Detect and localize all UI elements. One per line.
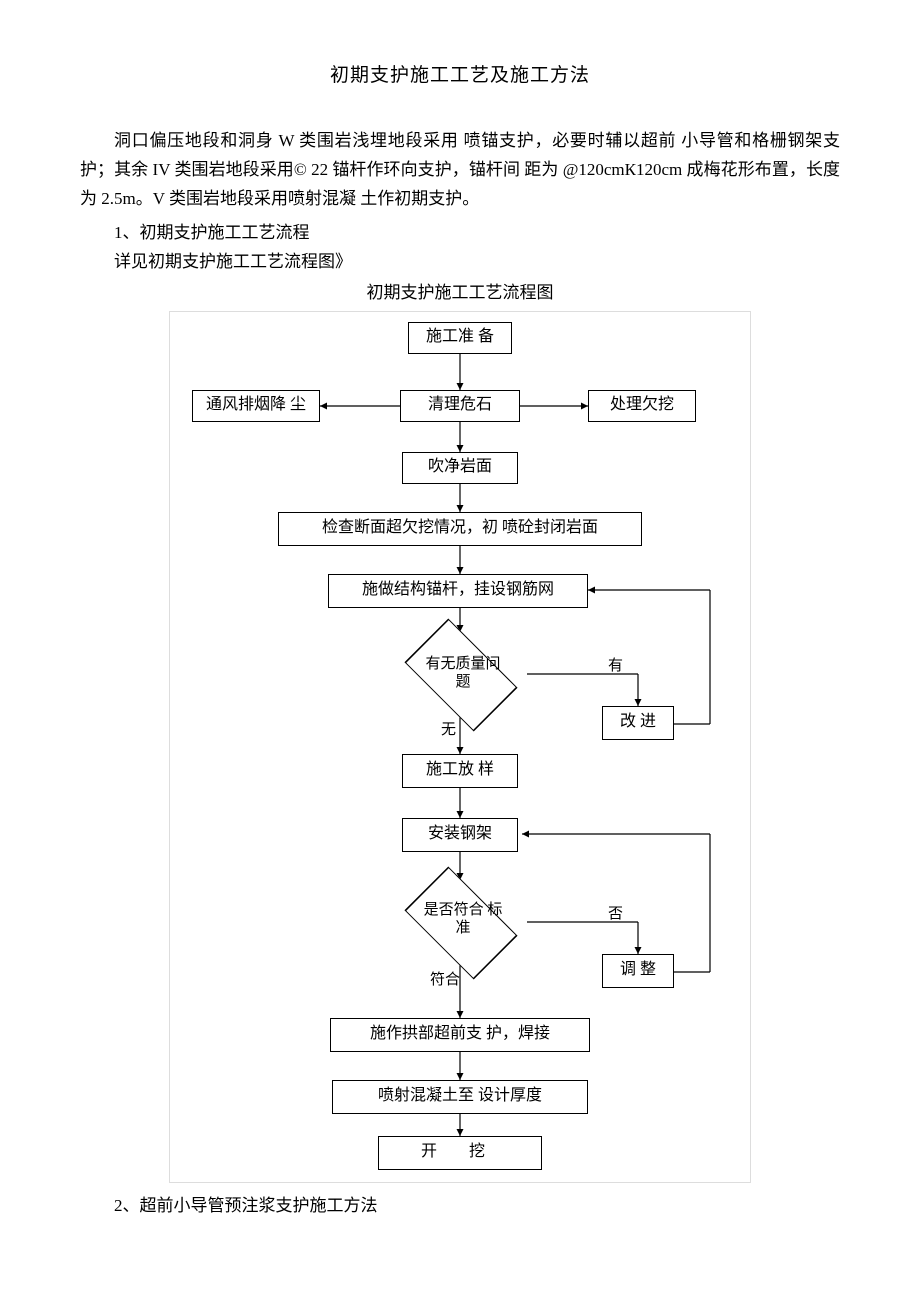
edge-label-yes1: 有	[608, 654, 623, 675]
node-underbreak: 处理欠挖	[588, 390, 696, 422]
decision-quality-label: 有无质量问 题	[408, 655, 518, 691]
edge-label-no2: 否	[608, 902, 623, 923]
node-clear-rock: 清理危石	[400, 390, 520, 422]
node-shotcrete: 喷射混凝土至 设计厚度	[332, 1080, 588, 1114]
node-adjust: 调 整	[602, 954, 674, 988]
node-improve: 改 进	[602, 706, 674, 740]
edge-label-no1: 无	[441, 718, 456, 739]
node-arch-weld: 施作拱部超前支 护，焊接	[330, 1018, 590, 1052]
decision-standard-label: 是否符合 标 准	[404, 901, 522, 937]
node-anchors-mesh: 施做结构锚杆，挂设钢筋网	[328, 574, 588, 608]
node-excavate: 开 挖	[378, 1136, 542, 1170]
edge-label-yes2: 符合	[430, 968, 460, 989]
flowchart-container: 施工准 备 通风排烟降 尘 清理危石 处理欠挖 吹净岩面 检查断面超欠挖情况，初…	[169, 311, 751, 1183]
intro-paragraph: 洞口偏压地段和洞身 W 类围岩浅埋地段采用 喷锚支护，必要时辅以超前 小导管和格…	[80, 127, 840, 214]
section-2-heading: 2、超前小导管预注浆支护施工方法	[80, 1191, 840, 1216]
page-title: 初期支护施工工艺及施工方法	[80, 60, 840, 87]
section-1-subline: 详见初期支护施工工艺流程图》	[80, 247, 840, 272]
section-1-heading: 1、初期支护施工工艺流程	[80, 218, 840, 243]
node-check-section: 检查断面超欠挖情况，初 喷砼封闭岩面	[278, 512, 642, 546]
flowchart-title: 初期支护施工工艺流程图	[80, 278, 840, 303]
node-survey: 施工放 样	[402, 754, 518, 788]
node-ventilation: 通风排烟降 尘	[192, 390, 320, 422]
node-prep: 施工准 备	[408, 322, 512, 354]
node-blow-clean: 吹净岩面	[402, 452, 518, 484]
node-install-frame: 安装钢架	[402, 818, 518, 852]
